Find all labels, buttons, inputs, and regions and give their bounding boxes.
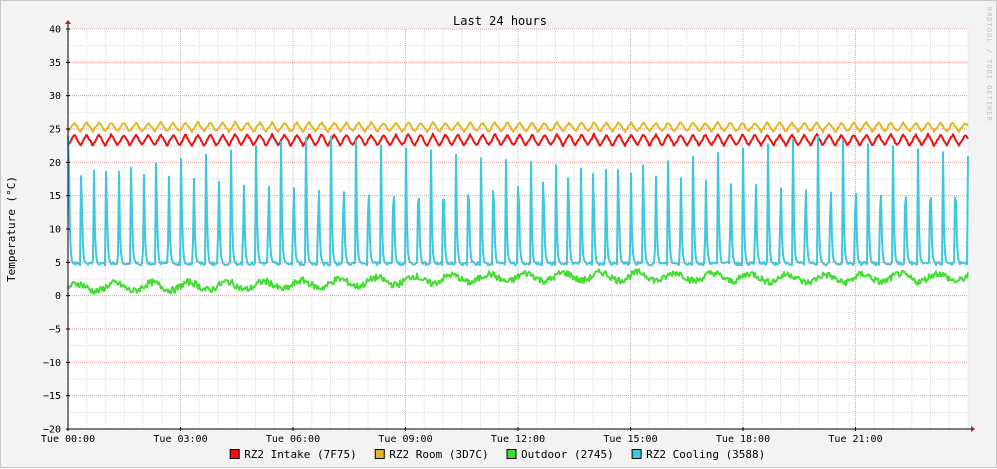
- x-tick-label: Tue 18:00: [716, 434, 770, 445]
- legend-label-1: RZ2 Room (3D7C): [389, 448, 488, 461]
- legend-label-2: Outdoor (2745): [521, 448, 614, 461]
- x-tick-label: Tue 03:00: [153, 434, 207, 445]
- x-tick-labels: Tue 00:00 Tue 03:00 Tue 06:00 Tue 09:00 Tue …: [41, 434, 883, 445]
- y-tick-label: −15: [43, 391, 61, 402]
- y-tick-label: 35: [49, 58, 61, 69]
- y-tick-label: 30: [49, 91, 61, 102]
- y-axis-arrow: [65, 20, 71, 24]
- series-line-2: [67, 268, 969, 295]
- watermark: RRDTOOL / TOBI OETIKER: [985, 7, 993, 122]
- legend-label-3: RZ2 Cooling (3588): [646, 448, 765, 461]
- y-tick-labels: −20 −15 −10 −5 0 5 10 15 20 25 30 35 40: [43, 25, 61, 436]
- y-tick-label: −5: [49, 325, 61, 336]
- legend-swatch-0: [229, 449, 240, 459]
- series-line-1: [67, 120, 969, 134]
- x-axis-arrow: [971, 426, 975, 432]
- x-tick-label: Tue 15:00: [603, 434, 657, 445]
- x-tick-label: Tue 09:00: [378, 434, 432, 445]
- y-tick-label: 40: [49, 25, 61, 36]
- y-tick-label: −20: [43, 425, 61, 436]
- y-tick-label: 20: [49, 158, 61, 169]
- x-tick-label: Tue 12:00: [491, 434, 545, 445]
- y-tick-label: 25: [49, 125, 61, 136]
- y-axis-label: Temperature (°C): [5, 176, 18, 282]
- legend-swatch-3: [631, 449, 642, 459]
- y-tick-label: −10: [43, 358, 61, 369]
- chart-title: Last 24 hours: [453, 14, 547, 28]
- legend-swatch-2: [506, 449, 517, 459]
- legend: RZ2 Intake (7F75) RZ2 Room (3D7C) Outdoor …: [229, 448, 765, 461]
- series-line-3: [67, 135, 969, 267]
- legend-label-0: RZ2 Intake (7F75): [244, 448, 357, 461]
- series-lines: [67, 120, 969, 295]
- x-tick-label: Tue 21:00: [828, 434, 882, 445]
- y-tick-label: 0: [55, 291, 61, 302]
- legend-swatch-1: [374, 449, 385, 459]
- axes: [65, 20, 975, 432]
- x-tick-label: Tue 00:00: [41, 434, 95, 445]
- x-tick-label: Tue 06:00: [266, 434, 320, 445]
- y-tick-label: 5: [55, 258, 61, 269]
- y-tick-label: 10: [49, 225, 61, 236]
- y-tick-label: 15: [49, 191, 61, 202]
